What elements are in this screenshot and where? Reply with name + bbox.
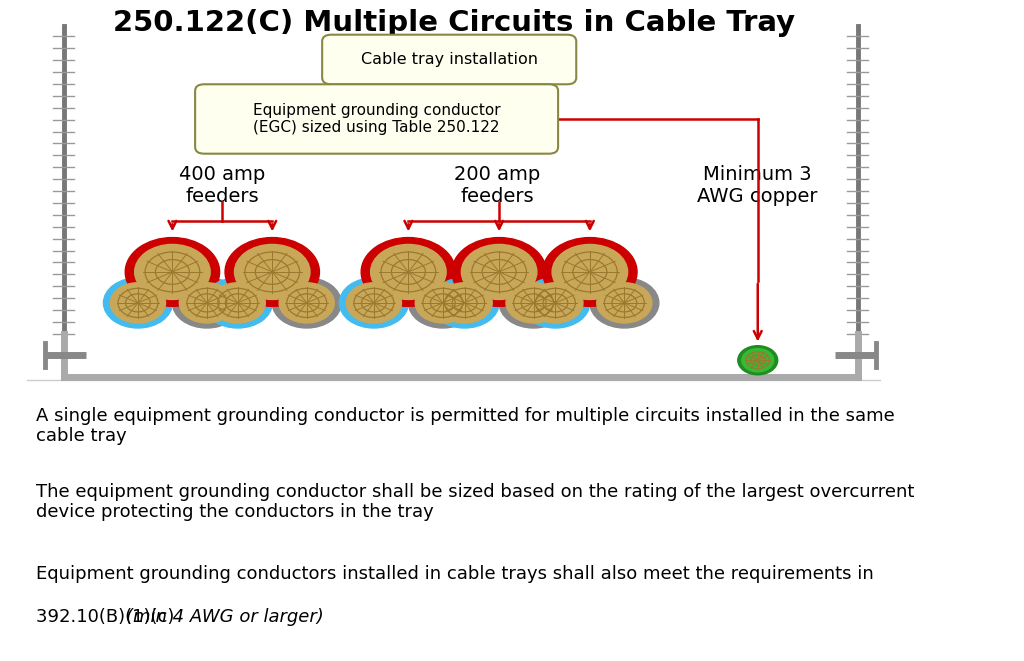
Circle shape: [339, 278, 409, 328]
Circle shape: [179, 283, 234, 323]
Text: (min 4 AWG or larger): (min 4 AWG or larger): [126, 608, 324, 626]
Text: Equipment grounding conductor
(EGC) sized using Table 250.122: Equipment grounding conductor (EGC) size…: [253, 102, 501, 136]
Text: 400 amp
feeders: 400 amp feeders: [179, 165, 265, 206]
Circle shape: [462, 245, 537, 299]
Circle shape: [371, 245, 446, 299]
FancyBboxPatch shape: [196, 85, 558, 154]
Circle shape: [506, 283, 561, 323]
Text: 250.122(C) Multiple Circuits in Cable Tray: 250.122(C) Multiple Circuits in Cable Tr…: [113, 9, 795, 37]
Text: Minimum 3
AWG copper: Minimum 3 AWG copper: [697, 165, 818, 206]
Circle shape: [590, 278, 658, 328]
Circle shape: [430, 278, 499, 328]
Circle shape: [521, 278, 590, 328]
Circle shape: [125, 237, 219, 306]
Circle shape: [225, 237, 319, 306]
Text: Equipment grounding conductors installed in cable trays shall also meet the requ: Equipment grounding conductors installed…: [36, 565, 874, 583]
Circle shape: [272, 278, 341, 328]
Text: Cable tray installation: Cable tray installation: [360, 52, 538, 67]
Circle shape: [552, 245, 628, 299]
FancyBboxPatch shape: [323, 34, 577, 84]
Text: 392.10(B)(1)(c): 392.10(B)(1)(c): [36, 608, 180, 626]
Circle shape: [234, 245, 310, 299]
Circle shape: [452, 237, 546, 306]
Circle shape: [204, 278, 272, 328]
Circle shape: [409, 278, 477, 328]
Circle shape: [543, 237, 637, 306]
Circle shape: [416, 283, 470, 323]
Circle shape: [437, 283, 493, 323]
Text: 200 amp
feeders: 200 amp feeders: [455, 165, 541, 206]
Circle shape: [741, 348, 774, 372]
Circle shape: [135, 245, 210, 299]
Text: A single equipment grounding conductor is permitted for multiple circuits instal: A single equipment grounding conductor i…: [36, 407, 895, 446]
Circle shape: [111, 283, 166, 323]
Circle shape: [361, 237, 456, 306]
Circle shape: [210, 283, 265, 323]
Circle shape: [172, 278, 242, 328]
Circle shape: [737, 346, 777, 375]
Circle shape: [346, 283, 401, 323]
Circle shape: [597, 283, 652, 323]
Circle shape: [527, 283, 583, 323]
Circle shape: [280, 283, 334, 323]
Circle shape: [103, 278, 172, 328]
Text: The equipment grounding conductor shall be sized based on the rating of the larg: The equipment grounding conductor shall …: [36, 483, 914, 522]
Circle shape: [499, 278, 568, 328]
